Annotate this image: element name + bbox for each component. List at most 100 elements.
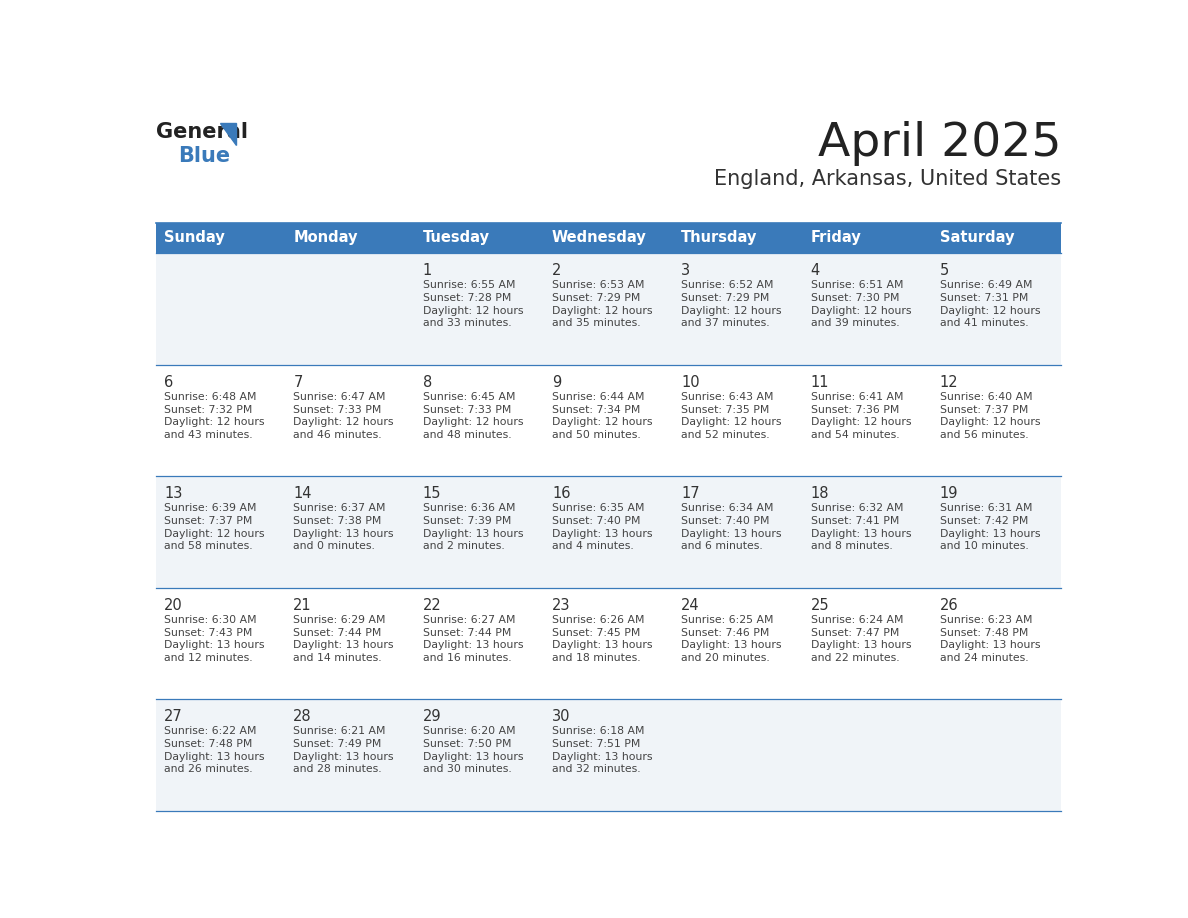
Text: Sunset: 7:33 PM: Sunset: 7:33 PM bbox=[293, 405, 381, 415]
Text: 14: 14 bbox=[293, 487, 311, 501]
Text: and 39 minutes.: and 39 minutes. bbox=[810, 319, 899, 329]
Bar bbox=[157, 476, 1061, 588]
Text: 6: 6 bbox=[164, 375, 173, 390]
Text: 15: 15 bbox=[423, 487, 441, 501]
Text: 23: 23 bbox=[552, 598, 570, 613]
Text: Daylight: 12 hours: Daylight: 12 hours bbox=[940, 306, 1041, 316]
Text: and 52 minutes.: and 52 minutes. bbox=[681, 430, 770, 440]
Text: and 4 minutes.: and 4 minutes. bbox=[552, 542, 633, 552]
Text: Sunrise: 6:45 AM: Sunrise: 6:45 AM bbox=[423, 392, 516, 402]
Text: Sunset: 7:29 PM: Sunset: 7:29 PM bbox=[681, 293, 770, 303]
Text: and 8 minutes.: and 8 minutes. bbox=[810, 542, 892, 552]
Text: Daylight: 13 hours: Daylight: 13 hours bbox=[940, 640, 1041, 650]
Text: 29: 29 bbox=[423, 710, 441, 724]
Text: Sunset: 7:44 PM: Sunset: 7:44 PM bbox=[293, 628, 381, 637]
Text: Sunrise: 6:37 AM: Sunrise: 6:37 AM bbox=[293, 503, 386, 513]
Text: Daylight: 12 hours: Daylight: 12 hours bbox=[810, 306, 911, 316]
Text: General: General bbox=[157, 122, 248, 142]
Text: and 12 minutes.: and 12 minutes. bbox=[164, 653, 253, 663]
Text: Sunset: 7:51 PM: Sunset: 7:51 PM bbox=[552, 739, 640, 749]
Text: and 35 minutes.: and 35 minutes. bbox=[552, 319, 640, 329]
Text: Sunset: 7:38 PM: Sunset: 7:38 PM bbox=[293, 516, 381, 526]
Text: and 43 minutes.: and 43 minutes. bbox=[164, 430, 253, 440]
Text: Sunset: 7:48 PM: Sunset: 7:48 PM bbox=[164, 739, 252, 749]
Text: Blue: Blue bbox=[178, 146, 230, 165]
Text: Daylight: 12 hours: Daylight: 12 hours bbox=[681, 418, 782, 427]
Text: Daylight: 13 hours: Daylight: 13 hours bbox=[293, 752, 393, 762]
Text: Daylight: 13 hours: Daylight: 13 hours bbox=[293, 640, 393, 650]
Text: England, Arkansas, United States: England, Arkansas, United States bbox=[714, 169, 1061, 189]
Text: Sunrise: 6:30 AM: Sunrise: 6:30 AM bbox=[164, 615, 257, 625]
Polygon shape bbox=[220, 123, 235, 145]
Text: Sunrise: 6:25 AM: Sunrise: 6:25 AM bbox=[681, 615, 773, 625]
Text: Sunrise: 6:44 AM: Sunrise: 6:44 AM bbox=[552, 392, 644, 402]
Text: Daylight: 12 hours: Daylight: 12 hours bbox=[681, 306, 782, 316]
Text: and 56 minutes.: and 56 minutes. bbox=[940, 430, 1029, 440]
Text: Tuesday: Tuesday bbox=[423, 230, 489, 245]
Text: Sunset: 7:39 PM: Sunset: 7:39 PM bbox=[423, 516, 511, 526]
Text: Sunrise: 6:47 AM: Sunrise: 6:47 AM bbox=[293, 392, 386, 402]
Text: Sunrise: 6:39 AM: Sunrise: 6:39 AM bbox=[164, 503, 257, 513]
Text: Daylight: 13 hours: Daylight: 13 hours bbox=[423, 640, 523, 650]
Text: 25: 25 bbox=[810, 598, 829, 613]
Text: and 14 minutes.: and 14 minutes. bbox=[293, 653, 381, 663]
Text: Sunset: 7:49 PM: Sunset: 7:49 PM bbox=[293, 739, 381, 749]
Text: Sunset: 7:41 PM: Sunset: 7:41 PM bbox=[810, 516, 899, 526]
Text: Daylight: 12 hours: Daylight: 12 hours bbox=[552, 418, 652, 427]
Text: Daylight: 13 hours: Daylight: 13 hours bbox=[423, 752, 523, 762]
Text: Sunrise: 6:40 AM: Sunrise: 6:40 AM bbox=[940, 392, 1032, 402]
Text: and 33 minutes.: and 33 minutes. bbox=[423, 319, 511, 329]
Text: Sunrise: 6:49 AM: Sunrise: 6:49 AM bbox=[940, 280, 1032, 290]
Text: Sunset: 7:35 PM: Sunset: 7:35 PM bbox=[681, 405, 770, 415]
Text: Sunrise: 6:21 AM: Sunrise: 6:21 AM bbox=[293, 726, 386, 736]
Text: Daylight: 12 hours: Daylight: 12 hours bbox=[164, 529, 265, 539]
Bar bbox=[157, 588, 1061, 700]
Text: Daylight: 12 hours: Daylight: 12 hours bbox=[423, 306, 523, 316]
Text: Sunrise: 6:35 AM: Sunrise: 6:35 AM bbox=[552, 503, 644, 513]
Text: Sunrise: 6:52 AM: Sunrise: 6:52 AM bbox=[681, 280, 773, 290]
Text: Sunset: 7:40 PM: Sunset: 7:40 PM bbox=[681, 516, 770, 526]
Text: and 37 minutes.: and 37 minutes. bbox=[681, 319, 770, 329]
Text: Sunrise: 6:23 AM: Sunrise: 6:23 AM bbox=[940, 615, 1032, 625]
Text: and 58 minutes.: and 58 minutes. bbox=[164, 542, 253, 552]
Text: Sunset: 7:34 PM: Sunset: 7:34 PM bbox=[552, 405, 640, 415]
Text: Sunrise: 6:36 AM: Sunrise: 6:36 AM bbox=[423, 503, 516, 513]
Text: Sunrise: 6:31 AM: Sunrise: 6:31 AM bbox=[940, 503, 1032, 513]
Text: and 26 minutes.: and 26 minutes. bbox=[164, 765, 253, 775]
Bar bbox=[157, 700, 1061, 811]
Text: Sunset: 7:37 PM: Sunset: 7:37 PM bbox=[164, 516, 252, 526]
Text: and 16 minutes.: and 16 minutes. bbox=[423, 653, 511, 663]
Text: Daylight: 12 hours: Daylight: 12 hours bbox=[552, 306, 652, 316]
Text: 4: 4 bbox=[810, 263, 820, 278]
Text: Friday: Friday bbox=[810, 230, 861, 245]
Text: Daylight: 12 hours: Daylight: 12 hours bbox=[940, 418, 1041, 427]
Text: 19: 19 bbox=[940, 487, 959, 501]
Text: 10: 10 bbox=[681, 375, 700, 390]
Text: 27: 27 bbox=[164, 710, 183, 724]
Text: Sunset: 7:32 PM: Sunset: 7:32 PM bbox=[164, 405, 252, 415]
Text: Sunrise: 6:53 AM: Sunrise: 6:53 AM bbox=[552, 280, 644, 290]
Text: Sunset: 7:42 PM: Sunset: 7:42 PM bbox=[940, 516, 1029, 526]
Text: Sunday: Sunday bbox=[164, 230, 225, 245]
Text: Daylight: 13 hours: Daylight: 13 hours bbox=[810, 529, 911, 539]
Text: Daylight: 13 hours: Daylight: 13 hours bbox=[423, 529, 523, 539]
Text: Sunset: 7:33 PM: Sunset: 7:33 PM bbox=[423, 405, 511, 415]
Text: and 6 minutes.: and 6 minutes. bbox=[681, 542, 763, 552]
Text: 1: 1 bbox=[423, 263, 432, 278]
Text: Daylight: 13 hours: Daylight: 13 hours bbox=[552, 640, 652, 650]
Text: 8: 8 bbox=[423, 375, 432, 390]
Text: 21: 21 bbox=[293, 598, 312, 613]
Text: and 41 minutes.: and 41 minutes. bbox=[940, 319, 1029, 329]
Text: and 0 minutes.: and 0 minutes. bbox=[293, 542, 375, 552]
Text: Sunset: 7:47 PM: Sunset: 7:47 PM bbox=[810, 628, 899, 637]
Text: Sunrise: 6:34 AM: Sunrise: 6:34 AM bbox=[681, 503, 773, 513]
Text: and 50 minutes.: and 50 minutes. bbox=[552, 430, 640, 440]
Text: and 22 minutes.: and 22 minutes. bbox=[810, 653, 899, 663]
Text: Sunset: 7:45 PM: Sunset: 7:45 PM bbox=[552, 628, 640, 637]
Text: 22: 22 bbox=[423, 598, 442, 613]
Text: 2: 2 bbox=[552, 263, 561, 278]
Text: Sunset: 7:28 PM: Sunset: 7:28 PM bbox=[423, 293, 511, 303]
Text: and 18 minutes.: and 18 minutes. bbox=[552, 653, 640, 663]
Text: Daylight: 13 hours: Daylight: 13 hours bbox=[164, 640, 265, 650]
Text: Daylight: 13 hours: Daylight: 13 hours bbox=[940, 529, 1041, 539]
